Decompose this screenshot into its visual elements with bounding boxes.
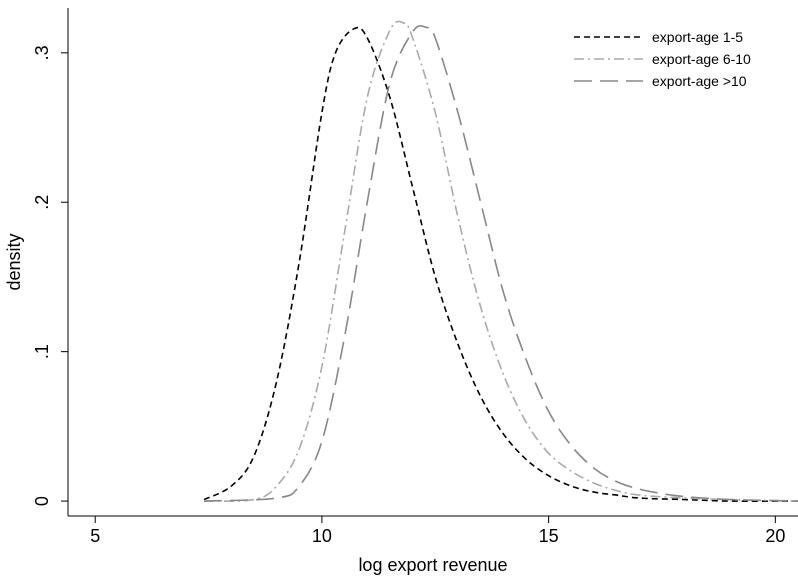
y-tick-label: .1 — [32, 344, 52, 359]
x-axis-label: log export revenue — [358, 555, 507, 575]
series-line-2 — [203, 20, 798, 502]
y-tick-label: 0 — [32, 496, 52, 506]
y-axis-label: density — [4, 233, 24, 290]
legend-label: export-age 1-5 — [652, 29, 743, 45]
y-tick-label: .2 — [32, 195, 52, 210]
x-tick-label: 10 — [312, 526, 332, 546]
series-lines — [203, 20, 798, 502]
y-axis-ticks: 0 .1 .2 .3 — [32, 45, 68, 506]
legend: export-age 1-5 export-age 6-10 export-age … — [574, 29, 751, 89]
x-tick-label: 5 — [90, 526, 100, 546]
series-line-1 — [203, 26, 798, 502]
series-line-3 — [203, 25, 798, 502]
legend-label: export-age 6-10 — [652, 51, 751, 67]
x-tick-label: 15 — [539, 526, 559, 546]
x-axis-ticks: 5 10 15 20 — [90, 516, 785, 546]
plot-area — [67, 8, 798, 517]
x-tick-label: 20 — [765, 526, 785, 546]
legend-label: export-age >10 — [652, 73, 747, 89]
y-tick-label: .3 — [32, 45, 52, 60]
